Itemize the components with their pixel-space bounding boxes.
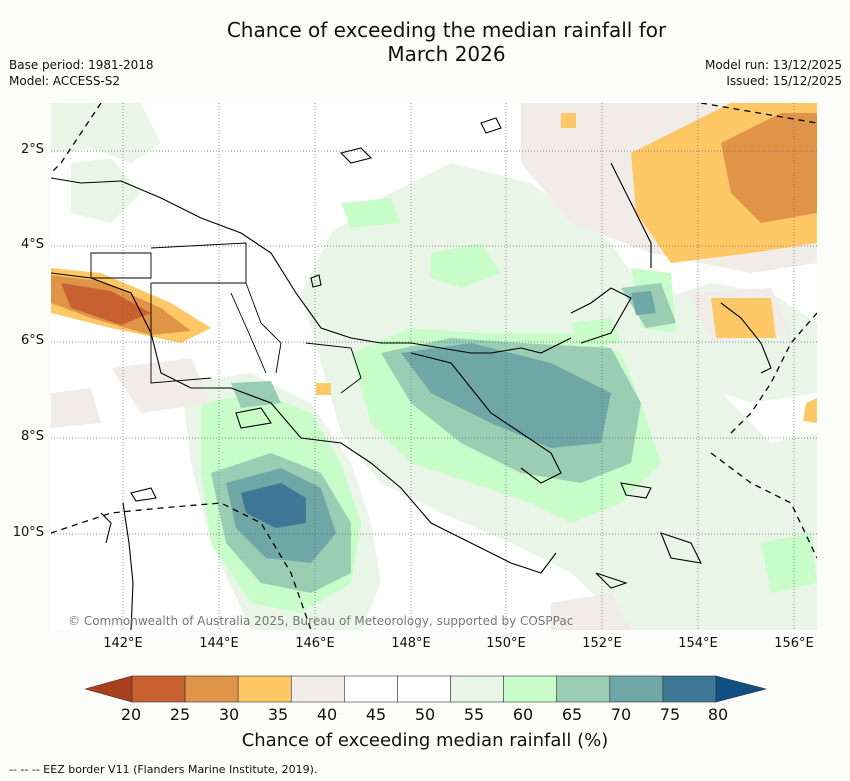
- lon-label-150e: 150°E: [486, 636, 526, 651]
- lat-label-4s: 4°S: [20, 237, 44, 252]
- colorbar-cell: [344, 675, 398, 703]
- lon-label-144e: 144°E: [199, 636, 239, 651]
- dark-blue-areas: [241, 483, 306, 528]
- lon-label-154e: 154°E: [678, 636, 718, 651]
- rainfall-map: [51, 103, 817, 630]
- lon-label-152e: 152°E: [582, 636, 622, 651]
- borders: [90, 242, 362, 394]
- base-period-text: Base period: 1981-2018: [9, 58, 154, 72]
- colorbar-high-extend: [715, 675, 767, 703]
- issued-text: Issued: 15/12/2025: [726, 74, 842, 88]
- colorbar-cell: [397, 675, 451, 703]
- colorbar-cell: [290, 675, 345, 703]
- colorbar-cell: [609, 675, 664, 703]
- colorbar-tick-75: 75: [659, 705, 681, 724]
- colorbar-cell: [184, 675, 239, 703]
- colorbar-cell: [450, 675, 504, 703]
- graticule: [51, 103, 817, 630]
- eez-legend-note: -- -- -- EEZ border V11 (Flanders Marine…: [9, 763, 318, 776]
- colorbar-cells: [131, 675, 717, 703]
- lon-label-142e: 142°E: [103, 636, 143, 651]
- lon-label-146e: 146°E: [295, 636, 335, 651]
- coastlines: [51, 117, 772, 630]
- colorbar-tick-25: 25: [169, 705, 191, 724]
- lat-label-2s: 2°S: [20, 142, 44, 157]
- model-name-text: Model: ACCESS-S2: [9, 74, 121, 88]
- model-run-text: Model run: 13/12/2025: [704, 58, 842, 72]
- copyright-text: © Commonwealth of Australia 2025, Bureau…: [68, 614, 574, 628]
- colorbar-tick-55: 55: [463, 705, 485, 724]
- dark-orange-areas: [61, 283, 151, 325]
- model-info: Base period: 1981-2018 Model: ACCESS-S2: [9, 57, 154, 89]
- colorbar-tick-35: 35: [267, 705, 289, 724]
- colorbar-tick-65: 65: [561, 705, 583, 724]
- lat-label-6s: 6°S: [20, 333, 44, 348]
- colorbar-cell: [556, 675, 611, 703]
- colorbar-tick-45: 45: [365, 705, 387, 724]
- lon-label-148e: 148°E: [391, 636, 431, 651]
- colorbar-low-extend: [85, 675, 133, 703]
- colorbar-tick-70: 70: [610, 705, 632, 724]
- colorbar-tick-80: 80: [707, 705, 729, 724]
- eez-border: [51, 103, 817, 630]
- colorbar-tick-20: 20: [120, 705, 142, 724]
- colorbar-cell: [503, 675, 558, 703]
- run-info: Model run: 13/12/2025 Issued: 15/12/2025: [705, 57, 842, 89]
- title-line-2: March 2026: [387, 42, 506, 66]
- lat-label-8s: 8°S: [20, 429, 44, 444]
- map-canvas: [51, 103, 817, 630]
- colorbar-tick-40: 40: [316, 705, 338, 724]
- lon-label-156e: 156°E: [774, 636, 814, 651]
- colorbar-tick-60: 60: [512, 705, 534, 724]
- colorbar-cell: [662, 675, 717, 703]
- colorbar-label: Chance of exceeding median rainfall (%): [241, 730, 609, 751]
- colorbar-cell: [131, 675, 186, 703]
- colorbar-tick-50: 50: [414, 705, 436, 724]
- map-title: Chance of exceeding the median rainfall …: [0, 18, 850, 66]
- colorbar-cell: [237, 675, 292, 703]
- colorbar-tick-30: 30: [218, 705, 240, 724]
- lat-label-10s: 10°S: [12, 525, 44, 540]
- title-line-1: Chance of exceeding the median rainfall …: [226, 18, 667, 42]
- colorbar: [85, 675, 767, 703]
